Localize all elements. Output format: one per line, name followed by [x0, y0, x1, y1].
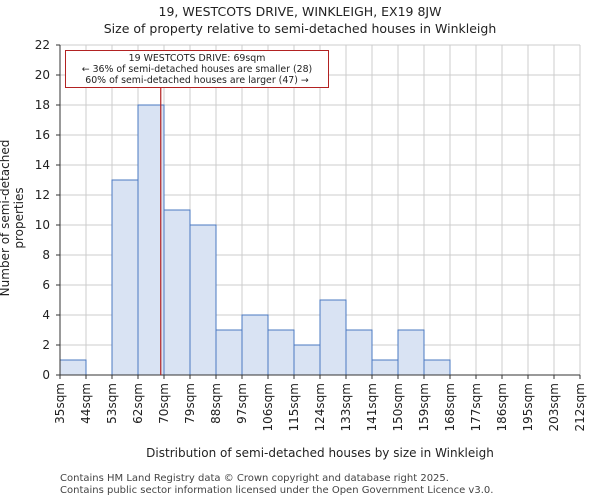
y-tick-label: 14 [35, 158, 50, 172]
x-tick-label: 62sqm [131, 383, 145, 424]
chart-subtitle: Size of property relative to semi-detach… [103, 21, 497, 36]
x-tick-label: 177sqm [469, 383, 483, 431]
y-tick-label: 22 [35, 38, 50, 52]
x-tick-label: 124sqm [313, 383, 327, 431]
x-tick-label: 88sqm [209, 383, 223, 424]
chart-title: 19, WESTCOTS DRIVE, WINKLEIGH, EX19 8JW [158, 4, 442, 19]
x-tick-label: 115sqm [287, 383, 301, 431]
x-tick-label: 203sqm [547, 383, 561, 431]
bar-53sqm [111, 179, 139, 376]
x-tick-label: 79sqm [183, 383, 197, 424]
bar-62sqm [137, 104, 165, 376]
y-tick-label: 6 [42, 278, 50, 292]
x-tick-label: 150sqm [391, 383, 405, 431]
bar-79sqm [189, 224, 217, 376]
bar-150sqm [397, 329, 425, 376]
x-tick-label: 44sqm [79, 383, 93, 424]
annotation-line-3: 60% of semi-detached houses are larger (… [85, 75, 309, 86]
x-tick-label: 159sqm [417, 383, 431, 431]
y-tick-label: 12 [35, 188, 50, 202]
y-tick-label: 4 [42, 308, 50, 322]
x-tick-label: 106sqm [261, 383, 275, 431]
bar-35sqm [59, 359, 87, 376]
footer-line-2: Contains public sector information licen… [60, 485, 494, 496]
x-axis-label: Distribution of semi-detached houses by … [146, 446, 494, 460]
y-tick-label: 20 [35, 68, 50, 82]
annotation-line-1: 19 WESTCOTS DRIVE: 69sqm [128, 53, 266, 64]
bar-106sqm [267, 329, 295, 376]
bar-133sqm [345, 329, 373, 376]
annotation-line-2: ← 36% of semi-detached houses are smalle… [81, 64, 313, 75]
bar-115sqm [293, 344, 321, 376]
x-tick-label: 141sqm [365, 383, 379, 431]
x-tick-label: 97sqm [235, 383, 249, 424]
bar-88sqm [215, 329, 243, 376]
y-tick-label: 10 [35, 218, 50, 232]
y-tick-label: 8 [42, 248, 50, 262]
x-tick-label: 35sqm [53, 383, 67, 424]
x-tick-label: 168sqm [443, 383, 457, 431]
property-annotation: 19 WESTCOTS DRIVE: 69sqm ← 36% of semi-d… [65, 50, 329, 88]
x-tick-label: 212sqm [573, 383, 587, 431]
y-axis-label: Number of semi-detached properties [0, 139, 26, 297]
y-tick-label: 0 [42, 368, 50, 382]
histogram-chart: 0 2 4 6 8 10 12 14 16 18 20 22 35sqm 44sqm 53sqm 62sqm… [35, 38, 587, 431]
footer-line-1: Contains HM Land Registry data © Crown c… [60, 473, 449, 484]
x-tick-label: 186sqm [495, 383, 509, 431]
bar-124sqm [319, 299, 347, 376]
bar-159sqm [423, 359, 451, 376]
bar-141sqm [371, 359, 399, 376]
y-tick-label: 16 [35, 128, 50, 142]
x-tick-label: 70sqm [157, 383, 171, 424]
y-tick-label: 2 [42, 338, 50, 352]
x-tick-label: 133sqm [339, 383, 353, 431]
x-tick-label: 53sqm [105, 383, 119, 424]
x-tick-label: 195sqm [521, 383, 535, 431]
bar-70sqm [163, 209, 191, 376]
y-tick-label: 18 [35, 98, 50, 112]
bar-97sqm [241, 314, 269, 376]
